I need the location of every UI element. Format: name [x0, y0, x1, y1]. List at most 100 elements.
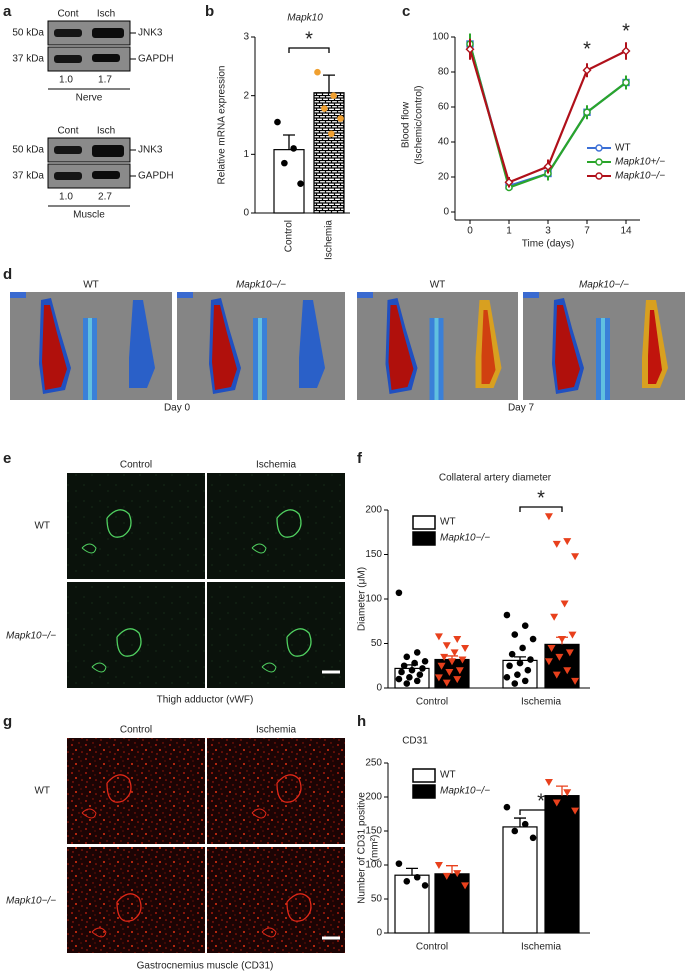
data-point	[442, 642, 451, 650]
vessel	[116, 893, 142, 922]
data-point	[503, 803, 511, 811]
corner-mark	[523, 292, 539, 298]
y-tick-label: 250	[365, 758, 382, 769]
data-point	[461, 882, 470, 890]
column-label: Control	[120, 460, 152, 471]
lane-label: Isch	[97, 9, 115, 20]
marker	[582, 65, 592, 75]
lane-label: Cont	[57, 9, 78, 20]
legend-label: WT	[440, 770, 456, 781]
y-tick-label: 0	[376, 683, 382, 694]
data-point	[453, 870, 462, 878]
data-point	[458, 656, 467, 664]
data-point	[395, 860, 403, 867]
data-point	[450, 649, 459, 657]
data-point	[506, 662, 513, 670]
vessel	[261, 662, 277, 673]
chart-title: CD31	[402, 736, 428, 747]
data-point	[337, 115, 344, 122]
limb-perfused	[212, 305, 237, 390]
data-point	[453, 676, 462, 684]
micrograph	[207, 738, 345, 844]
data-point	[434, 862, 443, 869]
limb	[129, 300, 155, 388]
error-bar	[406, 867, 418, 876]
micrograph	[207, 847, 345, 953]
data-point	[560, 600, 569, 608]
data-point	[281, 159, 288, 167]
legend-label: WT	[440, 517, 456, 528]
caption: Thigh adductor (vWF)	[157, 695, 254, 706]
marker	[465, 44, 475, 54]
data-point	[461, 644, 470, 652]
legend-swatch	[412, 515, 436, 530]
x-tick-label: 7	[584, 226, 590, 237]
y-tick-label: 60	[438, 102, 450, 113]
panel-letter: g	[3, 713, 12, 730]
genotype-label: Mapk10−/−	[236, 280, 286, 291]
data-point	[398, 668, 405, 676]
y-tick-label: 100	[365, 860, 382, 871]
data-point	[544, 658, 553, 666]
kda-label: 50 kDa	[12, 145, 44, 156]
y-tick-label: 100	[365, 594, 382, 605]
data-point	[503, 611, 511, 619]
limb-perfused	[481, 310, 496, 384]
legend-label: WT	[615, 143, 631, 154]
y-axis-label: (Ischemic/control)	[414, 86, 425, 165]
x-tick-label: Ischemia	[324, 220, 335, 260]
legend-label: Mapk10−/−	[440, 786, 490, 797]
data-point	[511, 827, 519, 835]
panel-letter: e	[3, 450, 11, 467]
vessel	[261, 927, 277, 938]
marker	[543, 162, 553, 171]
chart-title: Mapk10	[287, 13, 323, 24]
band	[92, 145, 124, 157]
tail-core	[258, 318, 262, 400]
vessel	[106, 509, 132, 538]
protein-label: GAPDH	[138, 54, 174, 65]
y-tick-label: 20	[438, 172, 450, 183]
data-point	[527, 656, 534, 663]
x-tick-label: 14	[620, 226, 632, 237]
data-point	[524, 666, 532, 674]
data-point	[544, 779, 553, 787]
x-tick-label: 3	[545, 226, 551, 237]
data-point	[519, 644, 526, 652]
data-point	[290, 145, 297, 152]
legend-label: Mapk10+/−	[615, 157, 665, 168]
data-point	[563, 538, 572, 546]
y-tick-label: 200	[365, 792, 382, 803]
vessel	[91, 662, 107, 673]
legend-swatch	[412, 784, 436, 799]
data-point	[555, 653, 564, 661]
data-point	[571, 807, 580, 815]
corner-mark	[357, 292, 373, 298]
data-point	[314, 68, 321, 76]
data-point	[413, 649, 421, 656]
significance-bracket	[519, 506, 563, 512]
y-axis-label: Number of CD31 positive	[357, 792, 368, 904]
data-point	[421, 882, 429, 889]
limb-perfused	[42, 305, 67, 390]
bar	[313, 92, 345, 214]
x-axis-label: Time (days)	[522, 239, 574, 250]
row-label: Mapk10−/−	[6, 631, 56, 642]
data-point	[413, 873, 421, 881]
ratio-label: 1.0	[59, 75, 73, 86]
data-point	[453, 636, 462, 644]
data-point	[503, 674, 511, 681]
tissue-label: Nerve	[76, 93, 103, 104]
data-point	[547, 644, 556, 652]
panel-letter: d	[3, 266, 12, 283]
limb-perfused	[648, 310, 662, 384]
marker	[621, 46, 631, 56]
vessel	[116, 628, 142, 657]
micrograph	[207, 473, 345, 579]
data-point	[434, 674, 443, 682]
y-axis-label: (mm²)	[370, 835, 381, 862]
limb	[299, 300, 325, 388]
data-point	[421, 658, 429, 665]
vessel	[91, 927, 107, 938]
